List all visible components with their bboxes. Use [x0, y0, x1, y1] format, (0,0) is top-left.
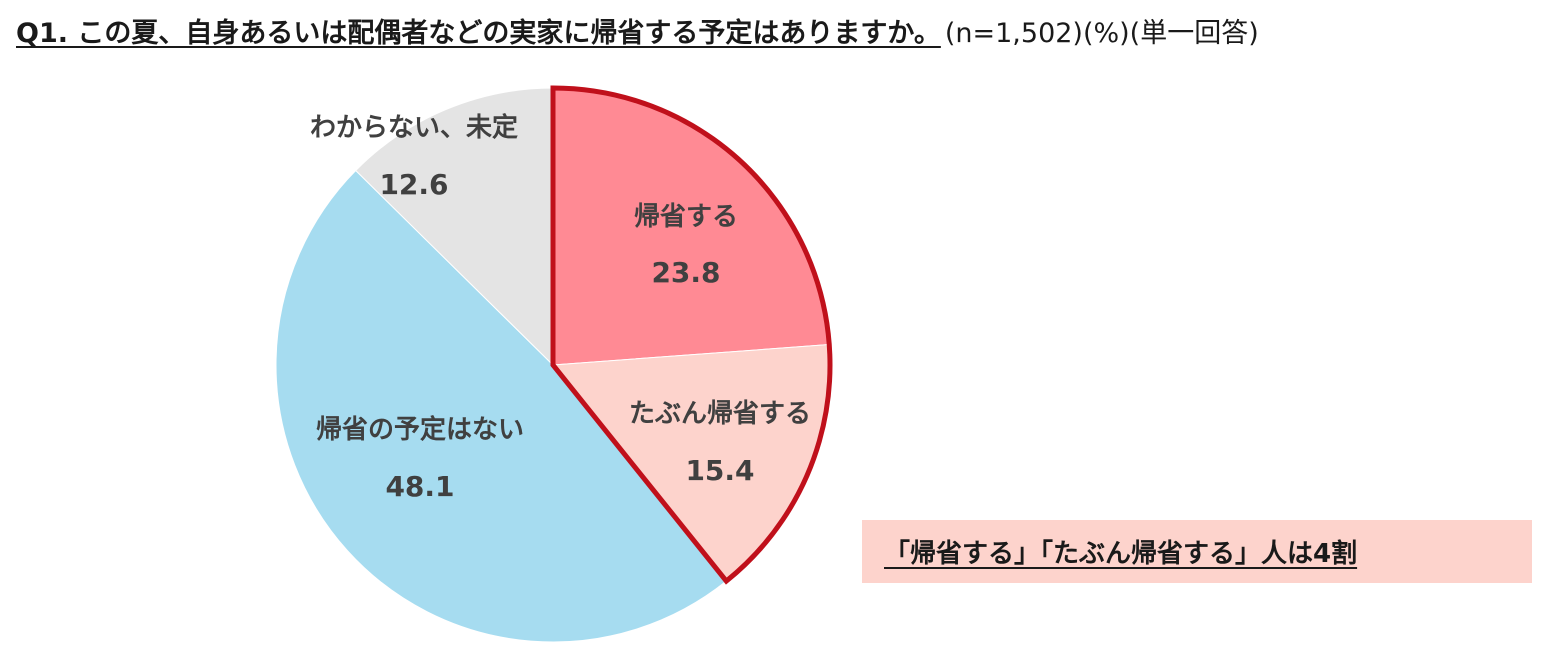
- pie-slice-kisei-no-yotei-wa-nai: [275, 169, 728, 643]
- slice-value-tabun-kisei-suru: 15.4: [685, 454, 754, 487]
- slice-value-wakaranai-mitei: 12.6: [379, 168, 448, 201]
- pie-slice-wakaranai-mitei: [355, 87, 554, 367]
- pie-labels: 帰省する 23.8 たぶん帰省する 15.4 帰省の予定はない 48.1 わからない、未定 1…: [310, 112, 811, 503]
- slice-value-kisei-suru: 23.8: [651, 256, 720, 289]
- slice-label-kisei-no-yotei-wa-nai: 帰省の予定はない: [316, 414, 524, 445]
- chart-title-row: Q1. この夏、自身あるいは配偶者などの実家に帰省する予定はありますか。 (n=1…: [16, 12, 1259, 59]
- pie-slices: [275, 87, 831, 643]
- highlight-outline: [550, 85, 833, 585]
- pie-highlight-outline: [550, 85, 833, 585]
- chart-sample-note: (n=1,502)(%)(単一回答): [944, 18, 1259, 49]
- summary-callout: 「帰省する」「たぶん帰省する」人は4割: [862, 520, 1532, 583]
- slice-label-kisei-suru: 帰省する: [634, 202, 738, 232]
- summary-callout-text: 「帰省する」「たぶん帰省する」人は4割: [884, 539, 1358, 569]
- chart-title: Q1. この夏、自身あるいは配偶者などの実家に帰省する予定はありますか。: [16, 18, 941, 49]
- slice-value-kisei-no-yotei-wa-nai: 48.1: [385, 470, 454, 503]
- slice-label-tabun-kisei-suru: たぶん帰省する: [629, 399, 811, 429]
- slice-label-wakaranai-mitei: わからない、未定: [310, 112, 518, 143]
